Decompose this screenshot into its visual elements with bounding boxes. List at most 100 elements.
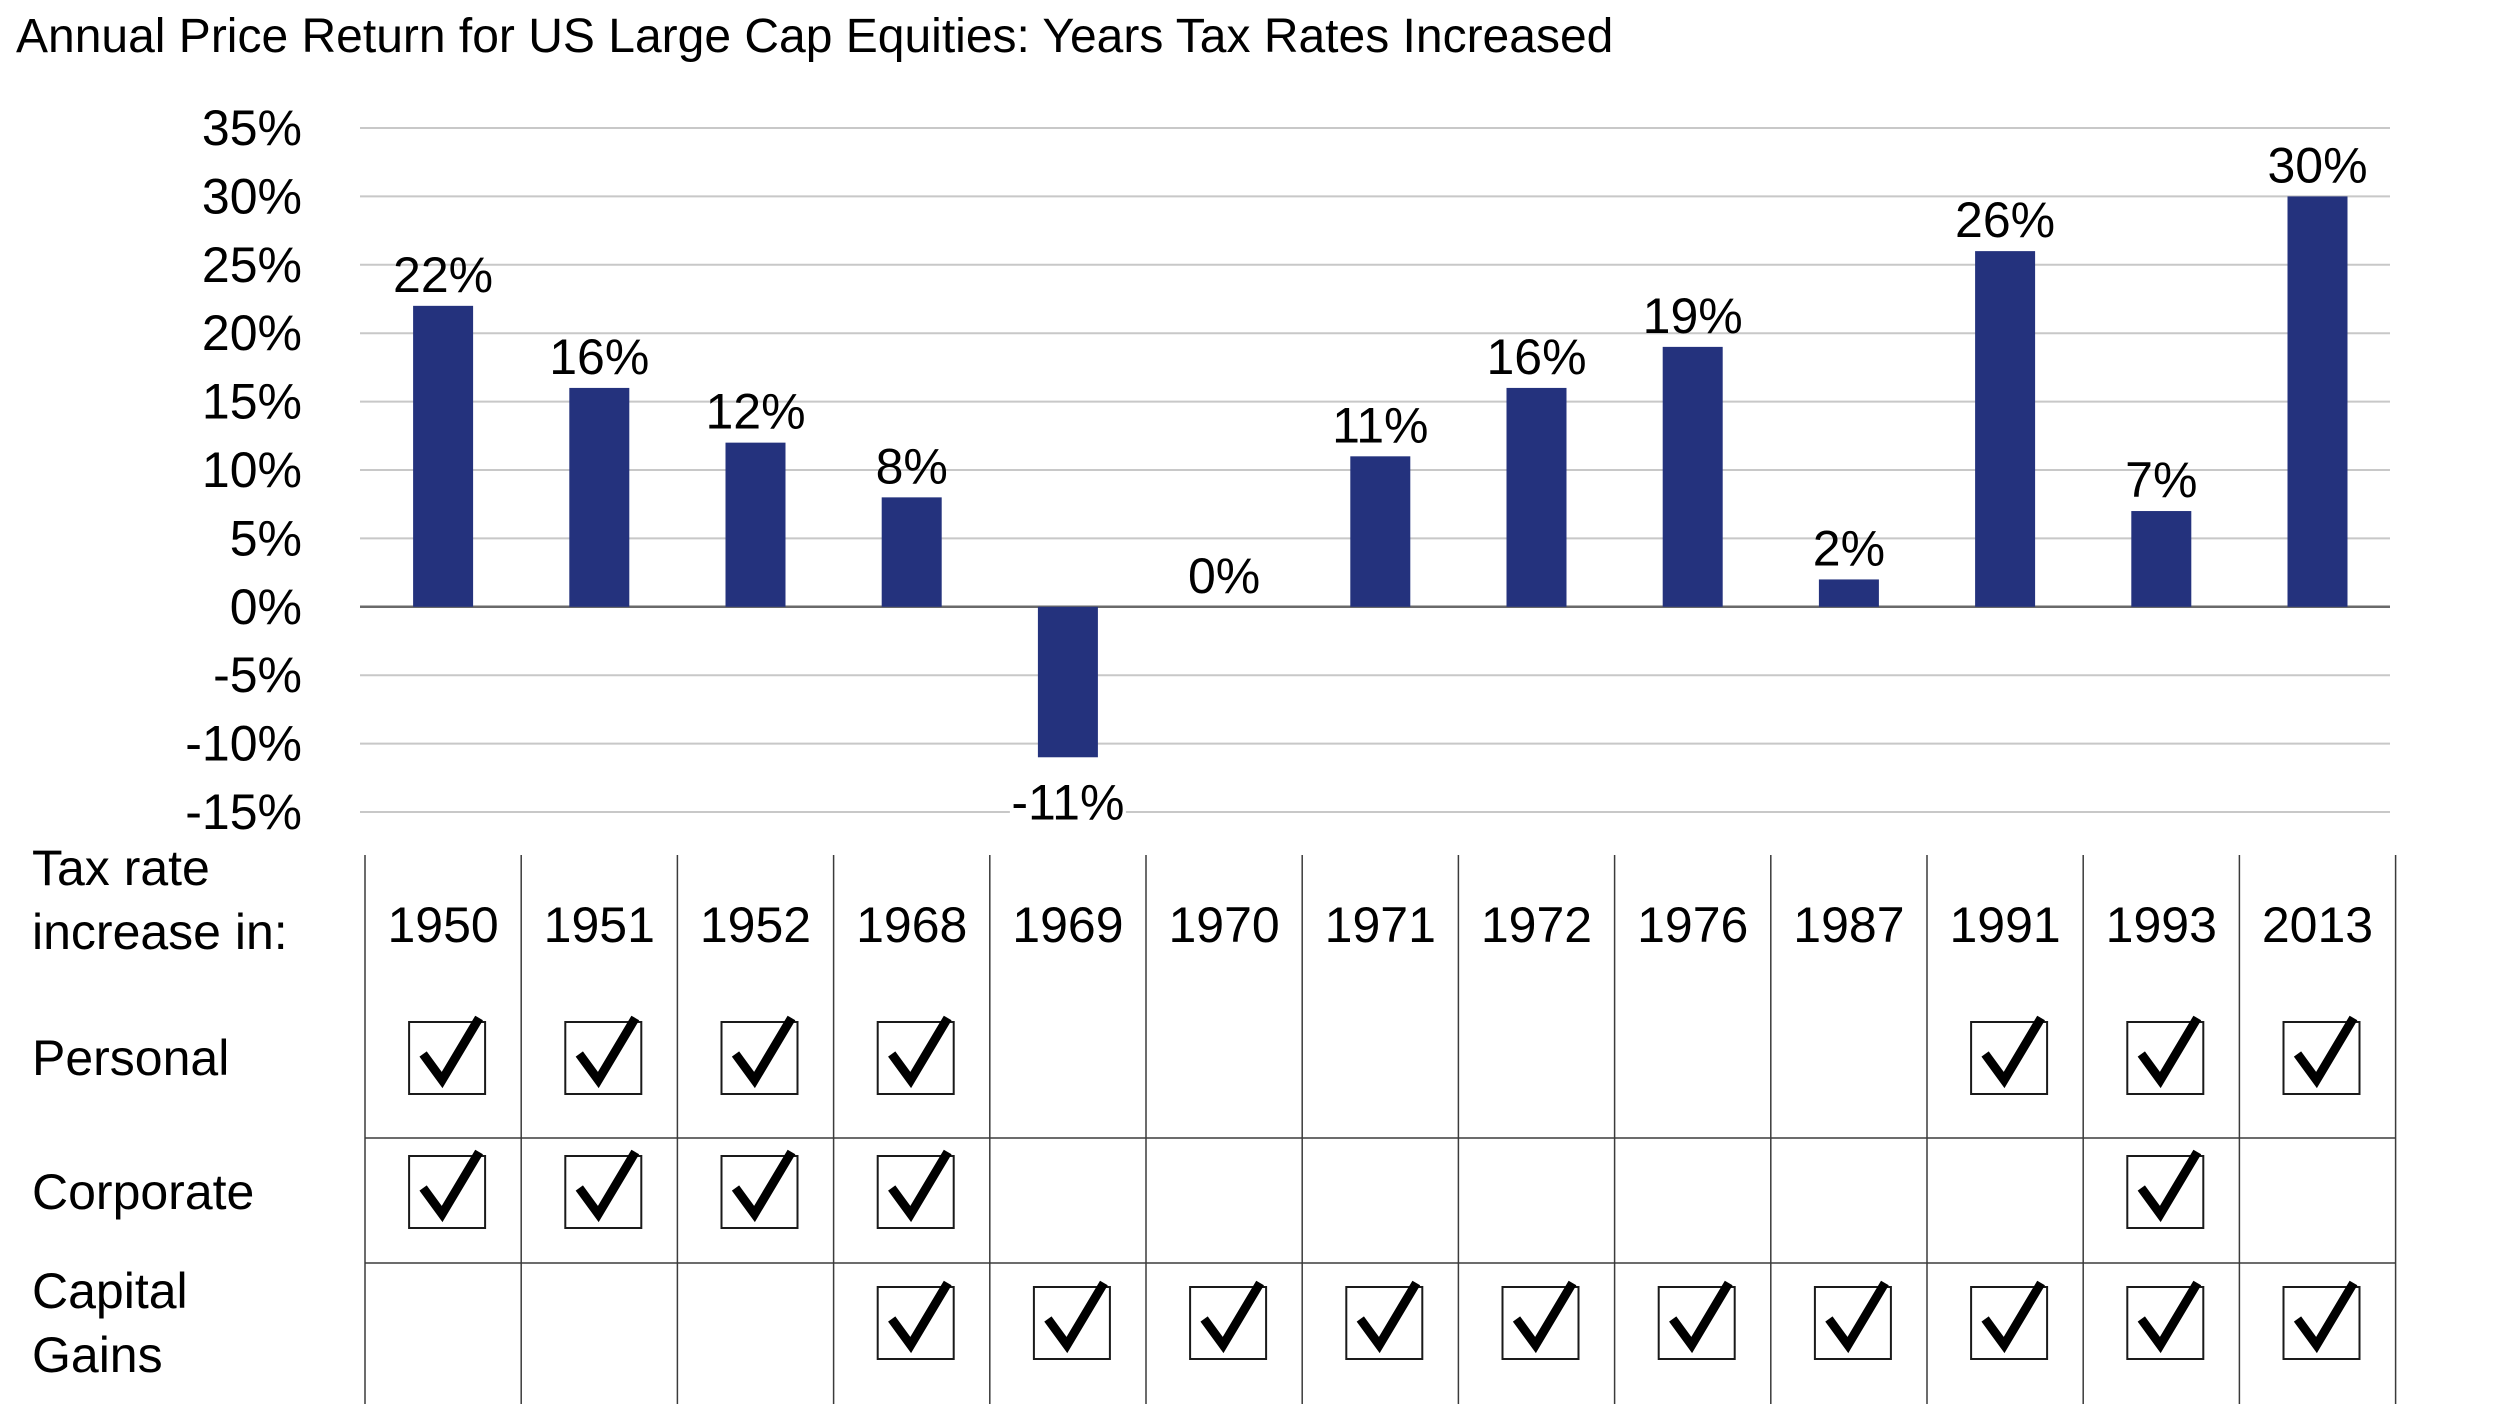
check-icon [876,1280,955,1360]
row-label: Corporate [32,1164,254,1220]
table-header-label: increase in: [32,904,288,960]
check-icon [564,1015,643,1095]
data-label: -11% [1011,774,1124,830]
data-label: 22% [393,247,493,303]
table-header-label: Tax rate [32,840,210,896]
y-tick-label: 10% [202,442,302,498]
checkmark [2293,1280,2358,1354]
bar [881,497,942,607]
y-tick-label: 0% [230,579,302,635]
checkmark [1669,1280,1733,1354]
checkmark [888,1015,952,1089]
check-icon [1032,1280,1111,1360]
y-tick-label: 30% [202,168,302,224]
data-label: 2% [1813,520,1885,576]
check-icon [1657,1280,1736,1360]
bar [1037,606,1098,758]
bar [1350,456,1411,607]
checkmark [419,1015,483,1089]
checkmark [1981,1015,2045,1089]
checkmark [2137,1280,2202,1354]
check-icon [720,1149,799,1229]
check-icon [1189,1280,1268,1360]
year-label: 1970 [1168,897,1279,953]
y-tick-label: -5% [213,647,302,703]
bar [725,442,786,607]
year-label: 2013 [2262,897,2373,953]
check-icon [1970,1280,2049,1360]
check-icon [564,1149,643,1229]
checkmark [1356,1280,1421,1354]
year-label: 1971 [1325,897,1436,953]
check-icon [2282,1280,2361,1360]
y-tick-label: 5% [230,510,302,566]
bar [413,305,474,607]
checkmark [1200,1280,1264,1354]
y-tick-label: -10% [185,716,302,772]
data-label: 0% [1188,548,1260,604]
data-label: 11% [1332,397,1428,453]
checkmark [575,1015,640,1089]
bar [2287,196,2348,607]
year-label: 1987 [1793,897,1904,953]
year-label: 1968 [856,897,967,953]
check-icon [1970,1015,2049,1095]
tax-table: Tax rate increase in: 1950 1951 1952 1968 1969… [32,840,2397,1404]
data-label: 19% [1643,288,1743,344]
row-label: Personal [32,1030,229,1086]
check-icon [408,1015,487,1095]
check-icon [408,1149,487,1229]
checkmark [888,1280,952,1354]
chart-title: Annual Price Return for US Large Cap Equ… [16,10,1613,63]
checkmark [419,1149,483,1223]
data-label-background [1009,773,1126,834]
y-tick-label: 25% [202,237,302,293]
year-label: 1972 [1481,897,1592,953]
check-icon [1501,1280,1580,1360]
checkmark [1825,1280,1889,1354]
check-icon [1813,1280,1892,1360]
year-label: 1950 [387,897,498,953]
bar-series [413,196,2348,758]
checkmark [2137,1149,2202,1223]
checkmark [1512,1280,1577,1354]
data-label: 16% [549,329,649,385]
bar [569,387,630,607]
check-icon [2282,1015,2361,1095]
check-icon [1345,1280,1424,1360]
y-tick-label: -15% [185,784,302,840]
check-icon [2126,1280,2205,1360]
data-label: 30% [2267,137,2367,193]
check-icon [720,1015,799,1095]
data-label: 12% [705,384,805,440]
bar [1975,251,2036,607]
year-label: 1993 [2106,897,2217,953]
bar [1818,579,1879,607]
data-label: 8% [876,438,948,494]
row-label: Gains [32,1327,163,1383]
checkmark [731,1149,796,1223]
y-tick-label: 35% [202,100,302,156]
y-tick-label: 15% [202,374,302,430]
bar [2131,511,2192,607]
data-label: 16% [1486,329,1586,385]
check-icon [2126,1015,2205,1095]
row-label: Capital [32,1263,188,1319]
check-icon [2126,1149,2205,1229]
check-icon [876,1149,955,1229]
year-label: 1952 [700,897,811,953]
bar [1662,346,1723,607]
data-label: 7% [2125,452,2197,508]
y-axis: 35% 30% 25% 20% 15% 10% 5% 0% -5% -10% -15% [185,100,302,840]
checkmark [1044,1280,1108,1354]
year-label: 1969 [1012,897,1123,953]
check-icon [876,1015,955,1095]
data-label: 26% [1955,192,2055,248]
checkmark [731,1015,796,1089]
year-label: 1951 [544,897,655,953]
checkmark [2137,1015,2202,1089]
bar [1506,387,1567,607]
checkmark [1981,1280,2045,1354]
year-label: 1976 [1637,897,1748,953]
